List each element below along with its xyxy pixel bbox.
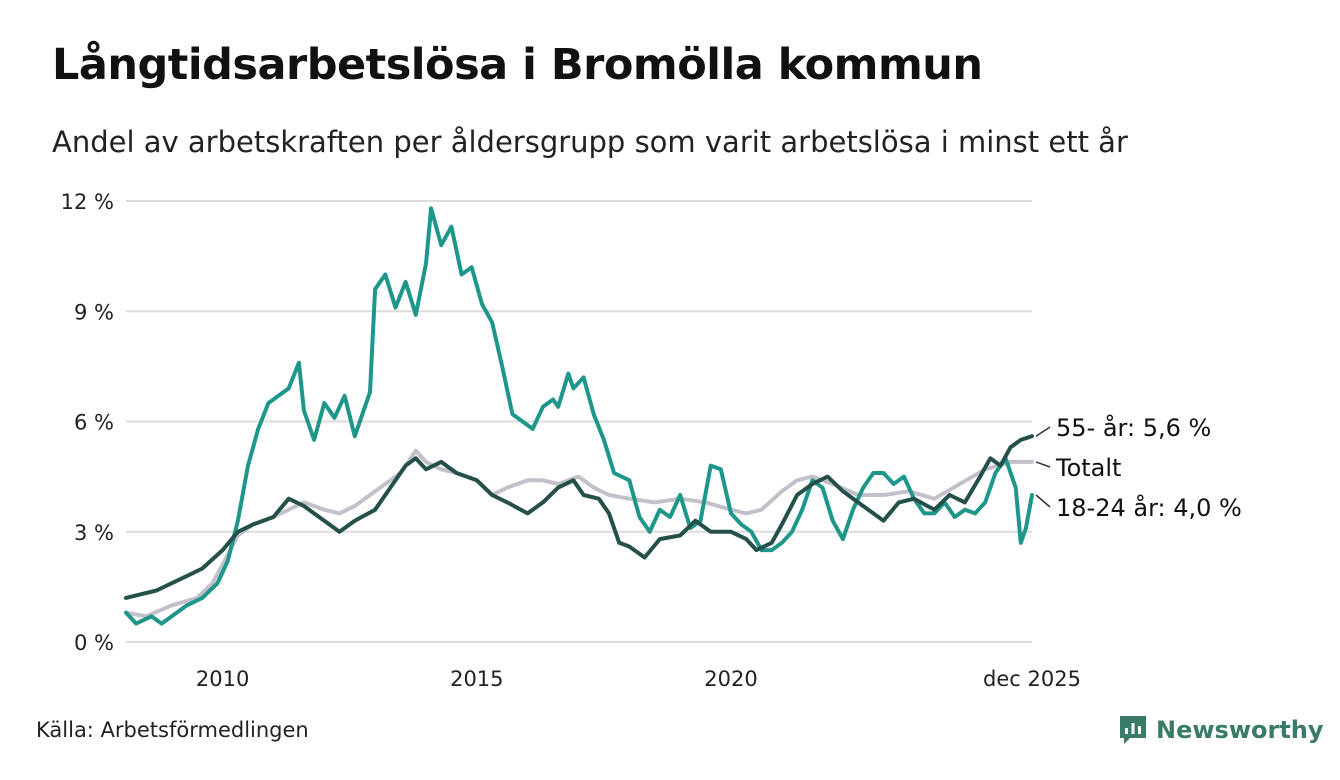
y-tick-label: 9 % (74, 300, 114, 324)
label-leader-line (1035, 494, 1051, 508)
newsworthy-icon (1120, 716, 1146, 744)
y-tick-label: 12 % (61, 190, 114, 214)
chart-title: Långtidsarbetslösa i Bromölla kommun (52, 40, 983, 90)
series-line-55-r (124, 434, 1034, 600)
y-tick-label: 0 % (74, 631, 114, 655)
y-tick-label: 6 % (74, 411, 114, 435)
chart-subtitle: Andel av arbetskraften per åldersgrupp s… (52, 125, 1128, 159)
y-tick-label: 3 % (74, 521, 114, 545)
series-end-label: 55- år: 5,6 % (1056, 413, 1211, 442)
x-tick-label: 2020 (704, 667, 757, 691)
series-line-totalt (124, 448, 1034, 619)
series-end-label: Totalt (1055, 454, 1121, 482)
series-line-18-24-r (124, 206, 1034, 626)
brand-name: Newsworthy (1156, 716, 1324, 744)
series-end-label: 18-24 år: 4,0 % (1056, 493, 1242, 522)
brand-logo: Newsworthy (1118, 714, 1324, 746)
x-tick-label: 2015 (450, 667, 503, 691)
x-tick-label: dec 2025 (983, 667, 1081, 691)
label-leader-line (1035, 461, 1051, 468)
source-note: Källa: Arbetsförmedlingen (36, 718, 309, 742)
x-tick-label: 2010 (196, 667, 249, 691)
label-leader-line (1035, 426, 1051, 437)
